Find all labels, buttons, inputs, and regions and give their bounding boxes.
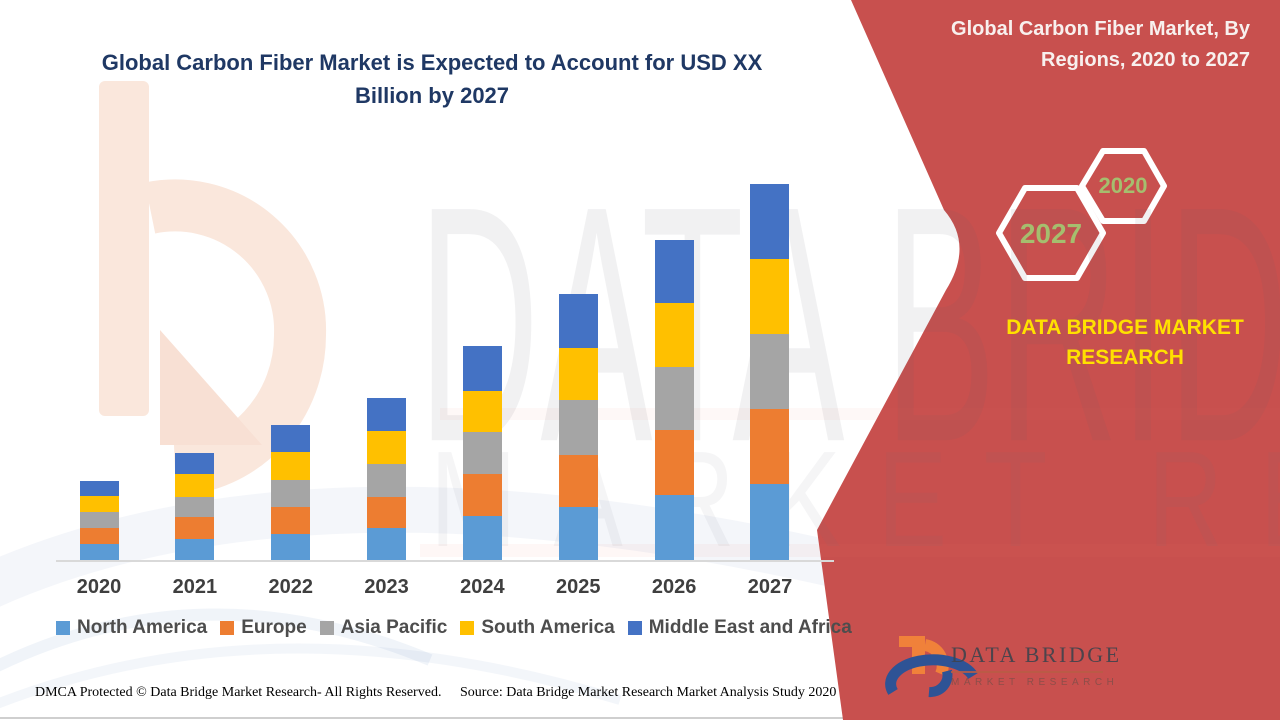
x-axis-line [56, 560, 834, 562]
bottom-border-line [0, 717, 860, 719]
bar-2021 [175, 453, 215, 560]
bar-segment [271, 425, 311, 452]
bar-segment [750, 184, 790, 259]
legend-label: Europe [241, 617, 307, 638]
bar-2026 [654, 240, 694, 560]
bar-segment [367, 431, 407, 464]
logo-subtitle-text: MARKET RESEARCH [951, 677, 1119, 688]
logo-b-icon [885, 636, 978, 698]
brand-name-text: DATA BRIDGE MARKET RESEARCH [1006, 316, 1244, 369]
legend-swatch [220, 621, 235, 635]
bar-segment [367, 497, 407, 528]
bar-segment [175, 474, 215, 497]
bar-segment [654, 240, 694, 303]
x-axis-label: 2027 [747, 576, 793, 598]
legend-item: North America [56, 617, 207, 639]
bar-segment [750, 334, 790, 409]
x-axis-label: 2021 [172, 576, 218, 598]
bar-segment [271, 534, 311, 560]
bar-segment [462, 474, 502, 516]
x-axis-label: 2022 [268, 576, 313, 598]
legend-swatch [460, 621, 475, 635]
bar-segment [79, 528, 119, 544]
bar-segment [367, 528, 407, 560]
legend-label: North America [77, 617, 208, 638]
logo-name-text: DATA BRIDGE [951, 642, 1122, 667]
bar-segment [558, 400, 598, 455]
bar-2025 [558, 294, 598, 560]
bar-segment [750, 484, 790, 560]
legend-label: Middle East and Africa [648, 617, 852, 638]
bar-2023 [367, 398, 407, 560]
x-axis-label: 2026 [651, 576, 697, 598]
legend-label: Asia Pacific [340, 617, 448, 638]
chart-title: Global Carbon Fiber Market is Expected t… [101, 50, 763, 108]
bar-segment [654, 495, 694, 560]
bar-segment [175, 517, 215, 539]
legend-swatch [56, 621, 70, 635]
legend-label: South America [481, 617, 615, 638]
legend-item: Asia Pacific [319, 617, 448, 639]
bar-segment [79, 481, 119, 496]
bar-segment [654, 367, 694, 430]
chart-legend: North America Europe Asia Pacific South Ame… [56, 617, 852, 639]
x-axis-label: 2025 [556, 576, 601, 598]
bar-segment [558, 348, 598, 400]
legend-swatch [627, 621, 642, 635]
legend-item: South America [460, 617, 615, 639]
bar-segment [462, 516, 502, 560]
stacked-bar-chart [79, 184, 790, 560]
bar-segment [175, 497, 215, 517]
bar-segment [367, 398, 407, 431]
x-axis-label: 2024 [460, 576, 505, 598]
source-text: Source: Data Bridge Market Research Mark… [460, 685, 837, 700]
logo-underline [951, 671, 1103, 673]
bar-segment [750, 259, 790, 334]
bar-2020 [79, 481, 119, 560]
bar-segment [750, 409, 790, 484]
bar-segment [175, 539, 215, 560]
bar-segment [462, 432, 502, 474]
bar-segment [558, 455, 598, 507]
bar-segment [462, 346, 502, 391]
bar-segment [558, 507, 598, 560]
bar-segment [175, 453, 215, 474]
bar-segment [558, 294, 598, 348]
bar-2024 [462, 346, 502, 560]
bar-segment [271, 480, 311, 507]
bar-segment [79, 512, 119, 528]
legend-item: Europe [220, 617, 307, 639]
bar-segment [79, 496, 119, 512]
bar-segment [654, 430, 694, 495]
hexagon-label-2020: 2020 [1098, 173, 1148, 198]
bar-segment [271, 452, 311, 480]
bar-segment [654, 303, 694, 367]
bar-segment [271, 507, 311, 534]
legend-item: Middle East and Africa [627, 617, 852, 639]
data-bridge-logo: DATA BRIDGE MARKET RESEARCH [885, 630, 1225, 710]
hexagon-label-2027: 2027 [1019, 218, 1083, 249]
x-axis-label: 2020 [76, 576, 122, 598]
dmca-text: DMCA Protected © Data Bridge Market Rese… [35, 685, 442, 700]
legend-swatch [319, 621, 334, 635]
bar-segment [79, 544, 119, 560]
bar-segment [462, 391, 502, 432]
bar-2027 [750, 184, 790, 560]
bar-segment [367, 464, 407, 497]
x-axis-label: 2023 [364, 576, 409, 598]
sidebar-title: Global Carbon Fiber Market, By Regions, … [951, 18, 1250, 71]
bar-2022 [271, 425, 311, 560]
